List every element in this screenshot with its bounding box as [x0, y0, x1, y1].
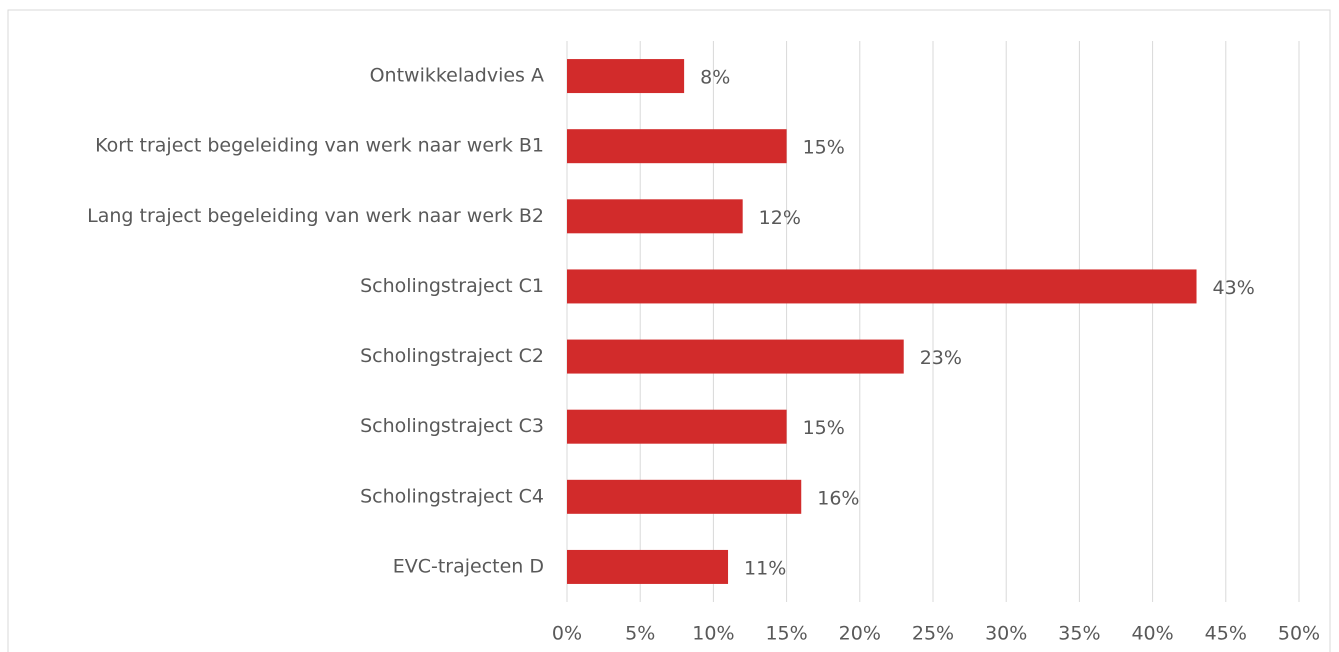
x-tick-label: 40% [1131, 623, 1173, 645]
x-tick-label: 30% [985, 623, 1027, 645]
x-tick-label: 35% [1058, 623, 1100, 645]
data-label: 12% [759, 207, 801, 229]
x-tick-label: 20% [839, 623, 881, 645]
y-tick-label: Scholingstraject C2 [360, 345, 544, 367]
data-label: 11% [744, 557, 786, 579]
data-label: 23% [920, 347, 962, 369]
chart-border [7, 9, 1331, 652]
data-label: 15% [803, 137, 845, 159]
x-tick-label: 0% [552, 623, 582, 645]
y-tick-label: Ontwikkeladvies A [370, 65, 544, 87]
data-label: 8% [700, 67, 730, 89]
bar [567, 199, 743, 234]
bar [567, 129, 787, 164]
data-label: 16% [817, 487, 859, 509]
y-tick-label: Lang traject begeleiding van werk naar w… [87, 205, 544, 227]
y-tick-label: Scholingstraject C1 [360, 275, 544, 297]
x-tick-label: 45% [1205, 623, 1247, 645]
data-label: 43% [1213, 277, 1255, 299]
x-tick-label: 10% [692, 623, 734, 645]
bar [567, 269, 1197, 304]
y-tick-label: Scholingstraject C3 [360, 415, 544, 437]
x-tick-label: 50% [1278, 623, 1320, 645]
x-tick-label: 5% [625, 623, 655, 645]
bar [567, 549, 729, 584]
data-label: 15% [803, 417, 845, 439]
y-tick-label: EVC-trajecten D [393, 555, 544, 577]
bar [567, 409, 787, 444]
y-tick-label: Scholingstraject C4 [360, 485, 544, 507]
x-tick-label: 15% [765, 623, 807, 645]
x-tick-label: 25% [912, 623, 954, 645]
bar [567, 479, 802, 514]
y-tick-label: Kort traject begeleiding van werk naar w… [95, 135, 544, 157]
bar [567, 59, 685, 94]
bar [567, 339, 904, 374]
